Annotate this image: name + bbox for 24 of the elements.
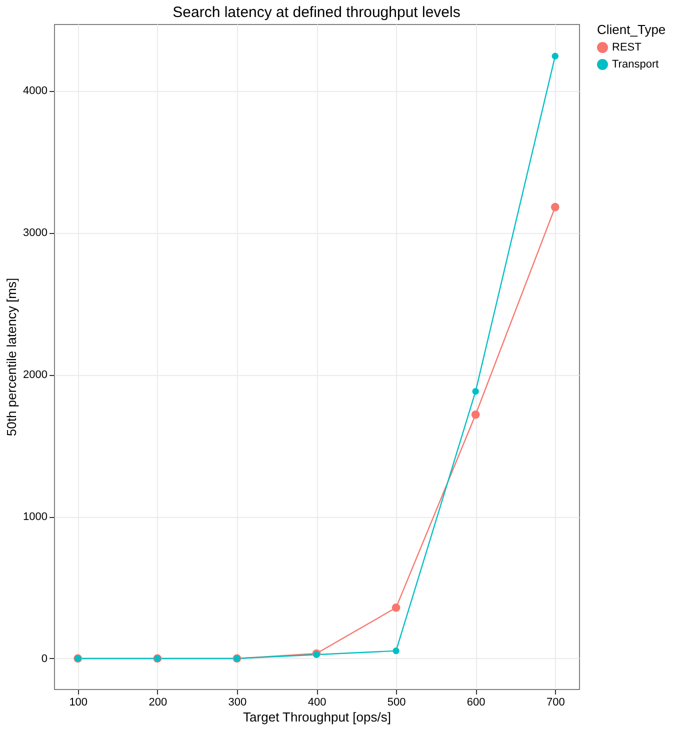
legend-title: Client_Type <box>597 22 666 37</box>
y-tick-label: 2000 <box>23 369 48 382</box>
point <box>392 603 400 612</box>
y-axis-title: 50th percentile latency [ms] <box>4 278 20 436</box>
legend-label: REST <box>612 42 642 54</box>
x-tick-label: 600 <box>466 696 486 708</box>
x-tick-label: 300 <box>228 696 247 708</box>
x-tick-label: 100 <box>69 696 88 708</box>
y-tick-label: 1000 <box>23 511 48 524</box>
y-tick-label: 3000 <box>23 227 48 240</box>
x-tick-label: 500 <box>387 696 406 708</box>
y-tick-label: 0 <box>41 652 48 665</box>
x-tick-label: 400 <box>308 696 326 708</box>
x-tick-label: 200 <box>148 696 168 708</box>
y-tick-label: 4000 <box>23 85 48 98</box>
point <box>471 410 480 419</box>
x-tick-label: 700 <box>546 696 565 708</box>
point <box>472 388 479 395</box>
chart-title: Search latency at defined throughput levels <box>172 4 460 21</box>
point <box>552 52 558 60</box>
x-axis-title: Target Throughput [ops/s] <box>243 710 391 724</box>
legend-label: Transport <box>612 58 659 70</box>
point <box>550 202 560 212</box>
point <box>392 647 400 654</box>
